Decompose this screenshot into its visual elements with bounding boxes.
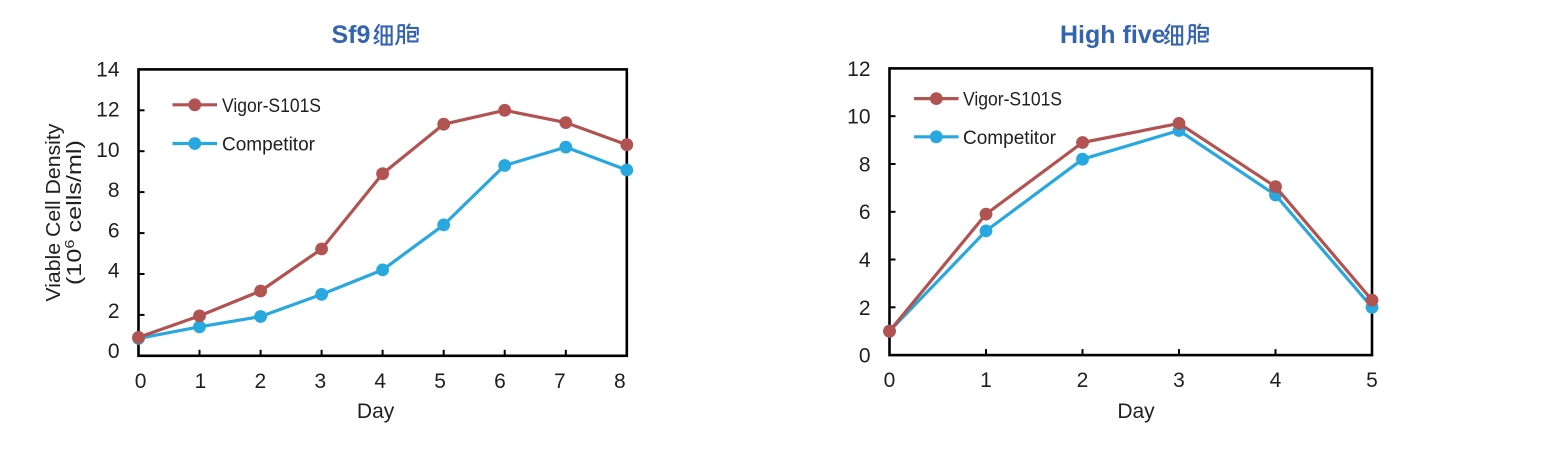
svg-text:Sf9: Sf9 bbox=[332, 21, 371, 49]
svg-text:3: 3 bbox=[314, 370, 326, 393]
svg-text:Competitor: Competitor bbox=[222, 135, 316, 156]
svg-text:5: 5 bbox=[1366, 369, 1378, 392]
svg-text:6: 6 bbox=[494, 370, 506, 393]
svg-text:10: 10 bbox=[847, 106, 870, 129]
svg-text:Day: Day bbox=[357, 400, 395, 423]
svg-text:7: 7 bbox=[554, 370, 566, 393]
svg-text:Day: Day bbox=[1117, 400, 1155, 423]
svg-text:4: 4 bbox=[1270, 369, 1282, 392]
svg-text:12: 12 bbox=[96, 99, 119, 122]
svg-text:2: 2 bbox=[859, 297, 871, 320]
svg-text:1: 1 bbox=[980, 369, 992, 392]
svg-text:10: 10 bbox=[96, 139, 119, 162]
svg-text:Viable Cell Density: Viable Cell Density bbox=[43, 124, 65, 302]
svg-text:4: 4 bbox=[108, 260, 120, 283]
svg-text:4: 4 bbox=[859, 249, 871, 272]
svg-text:5: 5 bbox=[434, 370, 446, 393]
svg-text:0: 0 bbox=[135, 370, 147, 393]
svg-text:0: 0 bbox=[108, 340, 120, 363]
svg-text:2: 2 bbox=[255, 370, 267, 393]
svg-text:12: 12 bbox=[847, 58, 870, 81]
svg-text:Vigor-S101S: Vigor-S101S bbox=[222, 96, 321, 117]
svg-text:0: 0 bbox=[884, 369, 896, 392]
svg-text:4: 4 bbox=[374, 370, 386, 393]
svg-text:6: 6 bbox=[108, 219, 120, 242]
svg-text:6: 6 bbox=[859, 201, 871, 224]
svg-text:0: 0 bbox=[859, 345, 871, 368]
svg-text:(106 cells/ml): (106 cells/ml) bbox=[62, 140, 86, 285]
svg-text:8: 8 bbox=[614, 370, 626, 393]
svg-text:High five: High five bbox=[1060, 21, 1166, 49]
svg-text:Competitor: Competitor bbox=[963, 128, 1057, 149]
svg-text:3: 3 bbox=[1173, 369, 1185, 392]
svg-text:Vigor-S101S: Vigor-S101S bbox=[963, 90, 1062, 111]
svg-text:8: 8 bbox=[108, 179, 120, 202]
svg-text:2: 2 bbox=[1077, 369, 1089, 392]
svg-text:2: 2 bbox=[108, 300, 120, 323]
svg-text:14: 14 bbox=[96, 58, 120, 81]
svg-text:8: 8 bbox=[859, 154, 871, 177]
svg-text:1: 1 bbox=[195, 370, 207, 393]
